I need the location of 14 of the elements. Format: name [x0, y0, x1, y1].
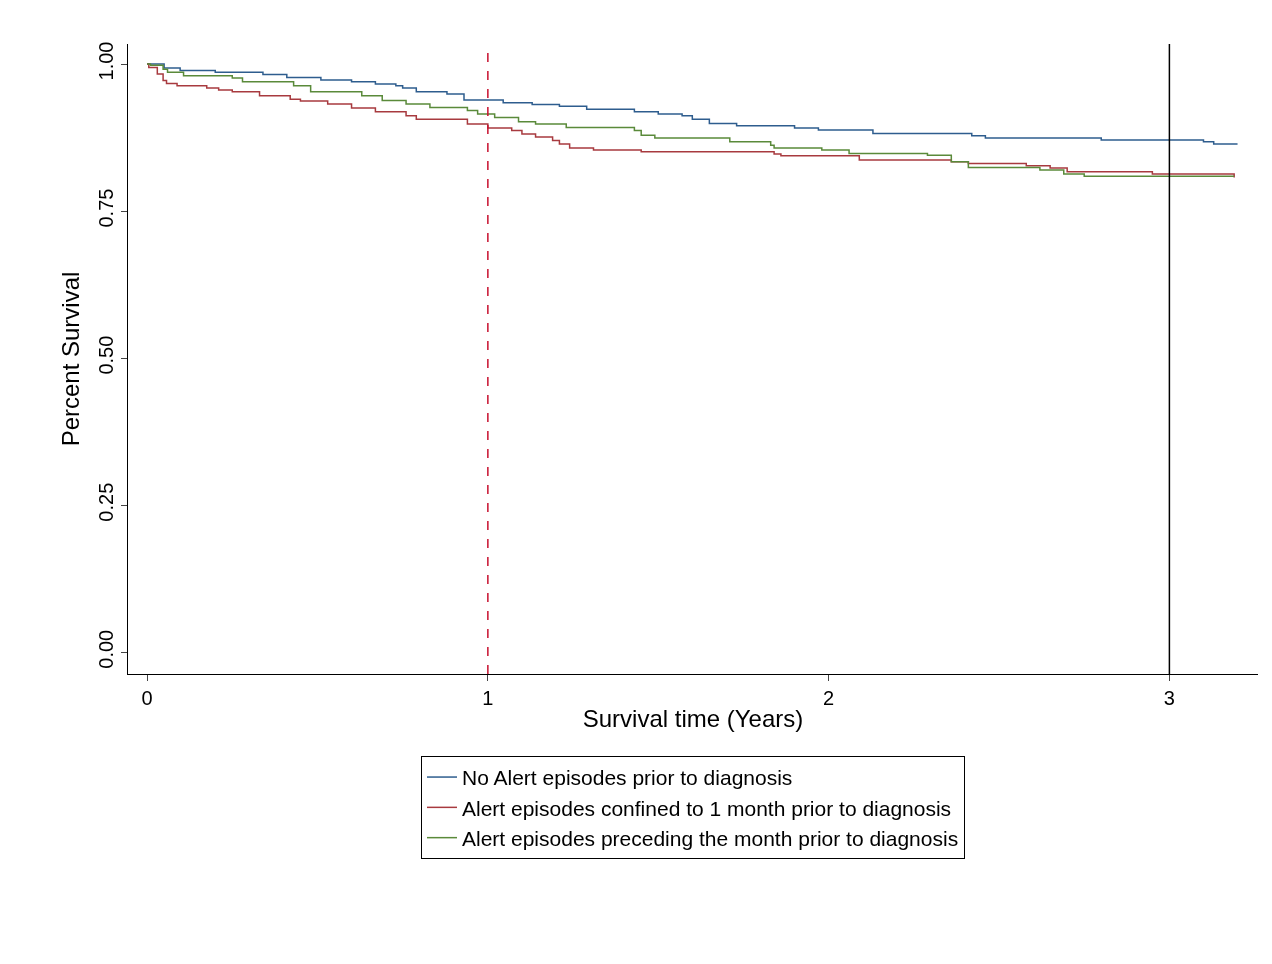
x-tick-label: 3: [1163, 687, 1175, 709]
y-tick-label: 0.50: [95, 335, 117, 375]
x-tick-label: 1: [482, 687, 494, 709]
y-tick-label: 0.25: [95, 482, 117, 522]
x-axis-title: Survival time (Years): [582, 705, 804, 733]
y-tick-label: 1.00: [95, 41, 117, 81]
x-tick-label: 0: [141, 687, 153, 709]
legend-label: No Alert episodes prior to diagnosis: [462, 766, 793, 790]
legend-label: Alert episodes preceding the month prior to diagnosis: [462, 826, 959, 850]
y-axis-title: Percent Survival: [57, 271, 85, 447]
legend-label: Alert episodes confined to 1 month prior to diagnosis: [462, 796, 952, 820]
y-tick-label: 0.00: [95, 629, 117, 669]
x-tick-label: 2: [823, 687, 835, 709]
y-tick-label: 0.75: [95, 188, 117, 228]
